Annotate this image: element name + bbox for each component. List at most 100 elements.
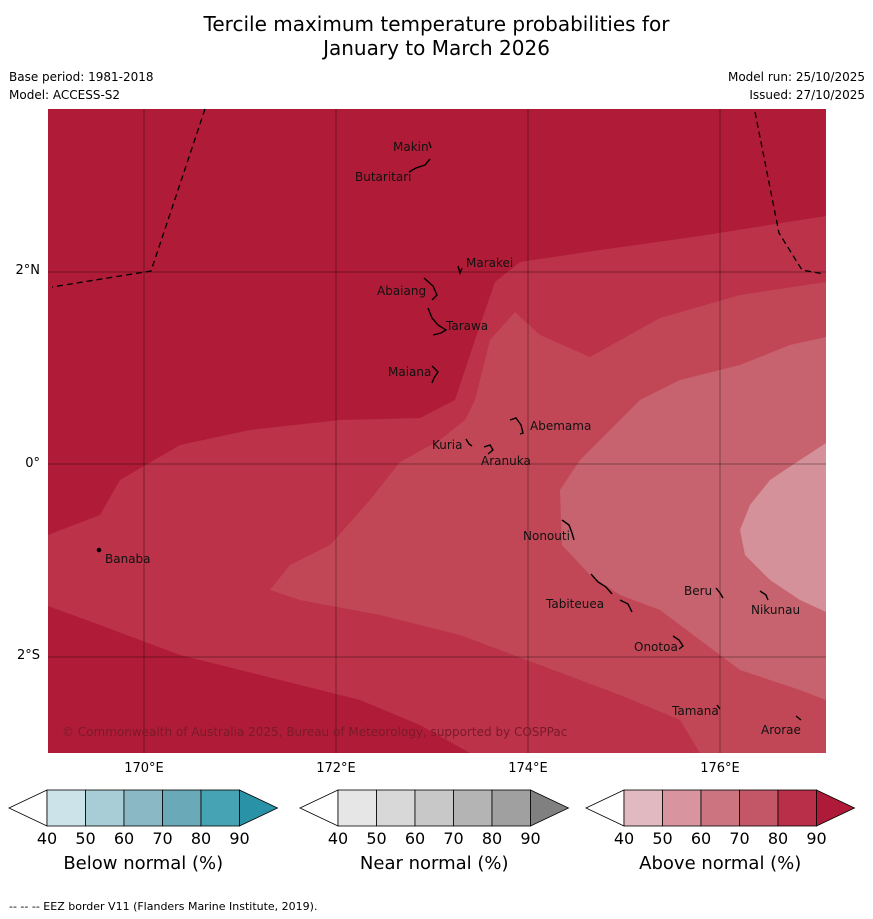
below-normal-high-extension — [239, 789, 279, 827]
lon-label-174: 174°E — [508, 761, 548, 776]
near-normal-segment — [491, 789, 531, 827]
base-period: Base period: 1981-2018 — [9, 70, 154, 84]
near-normal-tick: 70 — [443, 829, 464, 848]
below-normal-segment — [123, 789, 163, 827]
label-onotoa: Onotoa — [634, 640, 678, 654]
above-normal-low-extension — [585, 789, 625, 827]
zone-60 — [560, 337, 826, 700]
below-normal-segment — [85, 789, 125, 827]
island-shape-tarawa — [427, 307, 448, 336]
island-labels: Makin Butaritari Marakei Abaiang Tarawa … — [105, 140, 801, 737]
below-normal-tick: 90 — [229, 829, 250, 848]
above-normal-tick: 80 — [767, 829, 789, 848]
chart-title: Tercile maximum temperature probabilitie… — [0, 12, 873, 60]
near-normal-tick: 60 — [404, 829, 426, 848]
island-shape-tabiteuea-n — [590, 573, 613, 595]
lon-label-176: 176°E — [700, 761, 740, 776]
lat-label-2s: 2°S — [16, 648, 40, 663]
near-normal-tick: 80 — [481, 829, 503, 848]
island-shape-abemama — [509, 417, 524, 435]
near-normal-segment — [337, 789, 377, 827]
below-normal-low-extension — [8, 789, 48, 827]
label-tamana: Tamana — [671, 704, 719, 718]
island-shape-nonouti — [561, 519, 575, 541]
above-normal-segment — [739, 789, 779, 827]
label-butaritari: Butaritari — [355, 170, 412, 184]
probability-map: Makin Butaritari Marakei Abaiang Tarawa … — [48, 108, 826, 753]
near-normal-caption: Near normal (%) — [359, 853, 509, 874]
island-shape-aranuka — [483, 444, 494, 455]
label-makin: Makin — [393, 140, 429, 154]
below-normal-tick: 80 — [190, 829, 212, 848]
below-normal-segment — [162, 789, 202, 827]
above-normal-high-extension — [816, 789, 856, 827]
copyright-notice: © Commonwealth of Australia 2025, Bureau… — [62, 725, 567, 739]
label-kuria: Kuria — [432, 438, 463, 452]
label-maiana: Maiana — [388, 365, 431, 379]
label-nonouti: Nonouti — [523, 529, 570, 543]
near-normal-tick: 40 — [327, 829, 349, 848]
near-normal-low-extension — [299, 789, 339, 827]
island-shape-onotoa — [672, 635, 684, 650]
island-shape-arorae — [795, 715, 802, 721]
island-shape-kuria — [465, 438, 473, 447]
meta-right: Model run: 25/10/2025 Issued: 27/10/2025 — [728, 68, 865, 104]
below-normal-tick: 50 — [75, 829, 96, 848]
island-shape-beru — [715, 587, 724, 599]
above-normal-segment — [623, 789, 663, 827]
island-shape-abaiang — [423, 277, 438, 301]
island-shape-nikunau — [759, 590, 769, 601]
near-normal-tick: 50 — [366, 829, 387, 848]
below-normal-tick: 70 — [152, 829, 173, 848]
zone-50 — [740, 443, 826, 612]
label-tabiteuea: Tabiteuea — [545, 597, 604, 611]
near-normal-segment — [453, 789, 493, 827]
island-shape-marakei — [457, 265, 463, 276]
above-normal-colorbar — [585, 789, 856, 827]
meta-left: Base period: 1981-2018 Model: ACCESS-S2 — [9, 68, 154, 104]
island-shapes — [96, 141, 802, 721]
above-normal-tick: 40 — [613, 829, 635, 848]
island-shape-maiana — [431, 365, 439, 384]
label-nikunau: Nikunau — [751, 603, 800, 617]
below-normal-caption: Below normal (%) — [63, 853, 224, 874]
label-banaba: Banaba — [105, 552, 151, 566]
near-normal-high-extension — [530, 789, 570, 827]
eez-borders — [51, 108, 825, 288]
below-normal-colorbar — [8, 789, 279, 827]
near-normal-tick: 90 — [520, 829, 541, 848]
model-run: Model run: 25/10/2025 — [727, 70, 865, 84]
below-normal-tick: 40 — [36, 829, 58, 848]
near-normal-colorbar — [299, 789, 570, 827]
title-line-2: January to March 2026 — [323, 36, 550, 60]
island-shape-makin — [428, 141, 432, 149]
near-normal-segment — [414, 789, 454, 827]
near-normal-segment — [376, 789, 416, 827]
label-aranuka: Aranuka — [481, 454, 531, 468]
eez-border-east — [754, 111, 825, 275]
above-normal-tick: 90 — [806, 829, 827, 848]
lon-label-170: 170°E — [124, 761, 164, 776]
graticule — [48, 109, 826, 753]
above-normal-segment — [662, 789, 702, 827]
below-normal-tick: 60 — [113, 829, 135, 848]
issued-date: Issued: 27/10/2025 — [749, 88, 865, 102]
label-abemama: Abemama — [530, 419, 591, 433]
label-arorae: Arorae — [761, 723, 801, 737]
island-shape-banaba — [96, 547, 102, 553]
island-shape-tabiteuea-s — [619, 599, 633, 613]
below-normal-segment — [200, 789, 240, 827]
lon-label-172: 172°E — [316, 761, 356, 776]
below-normal-segment — [46, 789, 86, 827]
above-normal-segment — [700, 789, 740, 827]
lat-label-2n: 2°N — [15, 263, 41, 278]
label-abaiang: Abaiang — [377, 284, 426, 298]
above-normal-segment — [777, 789, 817, 827]
island-shape-tamana — [716, 704, 721, 710]
label-tarawa: Tarawa — [445, 319, 488, 333]
eez-footer-note: -- -- -- EEZ border V11 (Flanders Marine… — [9, 900, 318, 913]
label-beru: Beru — [684, 584, 712, 598]
above-normal-tick: 50 — [652, 829, 673, 848]
colorbars — [8, 789, 856, 827]
above-normal-tick: 70 — [729, 829, 750, 848]
